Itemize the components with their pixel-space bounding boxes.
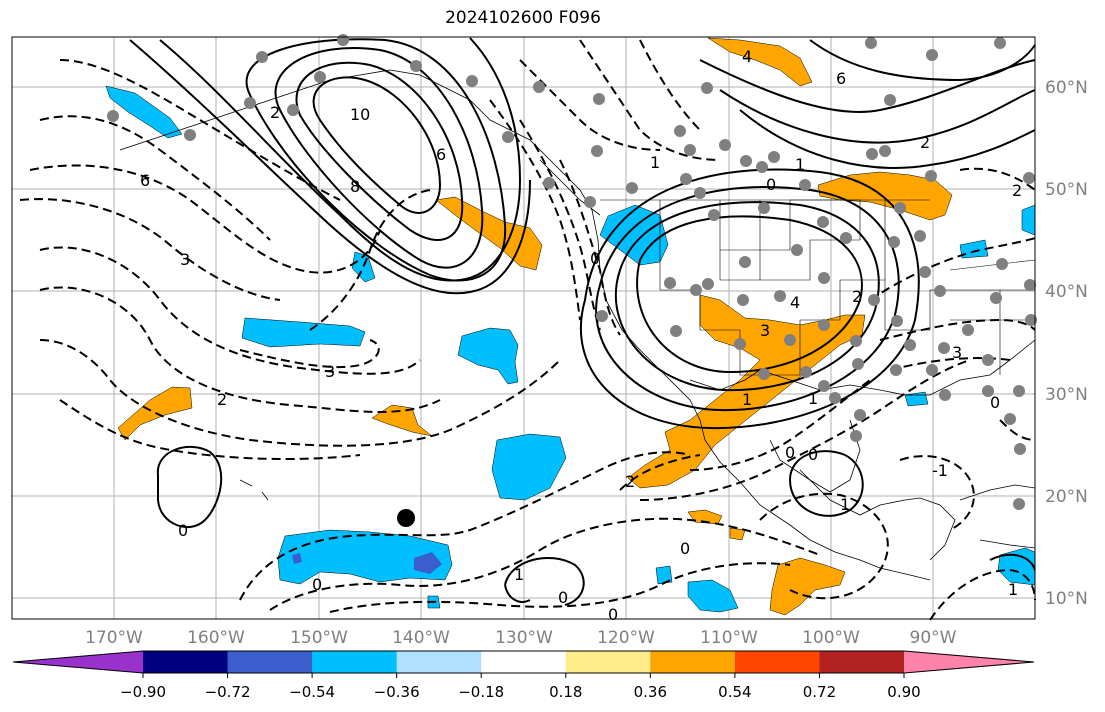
contour-label: 0 [178, 521, 188, 540]
colorbar-segment [650, 651, 736, 673]
contour-label: 6 [436, 145, 446, 164]
map-frame [11, 36, 1036, 620]
strong-negative-shading [292, 552, 442, 574]
contour-label: 3 [760, 321, 770, 340]
contour-label: 0 [808, 445, 818, 464]
colorbar-segment [734, 651, 820, 673]
colorbar-segment [143, 651, 229, 673]
colorbar-segment [565, 651, 651, 673]
contour-label: 8 [350, 177, 360, 196]
colorbar-tick-label: −0.72 [205, 683, 251, 701]
contour-labels: 10 8 6 6 3 3 2 2 0 1 0 4 6 2 1 0 2 4 3 1… [140, 47, 1022, 624]
contour-label: 4 [790, 293, 800, 312]
colorbar-tick-label: −0.54 [289, 683, 335, 701]
contour-label: 6 [140, 171, 150, 190]
colorbar-segment [396, 651, 482, 673]
colorbar-segment [481, 651, 567, 673]
contour-label: 0 [785, 443, 795, 462]
contour-label: 0 [312, 575, 322, 594]
contour-label: 2 [217, 390, 227, 409]
colorbar-segment [227, 651, 313, 673]
contour-label: 0 [990, 393, 1000, 412]
lon-label: 90°W [910, 628, 957, 648]
contour-label: 2 [625, 472, 635, 491]
colorbar-tick-label: −0.36 [374, 683, 420, 701]
lon-label: 160°W [187, 628, 245, 648]
lat-label: 30°N [1045, 385, 1088, 405]
positive-contours [129, 37, 1036, 606]
contour-label: 0 [680, 539, 690, 558]
contour-label: 1 [650, 153, 660, 172]
contour-label: 1 [808, 389, 818, 408]
colorbar [12, 650, 1035, 674]
lon-label: 140°W [392, 628, 450, 648]
colorbar-segment [312, 651, 398, 673]
lat-label: 10°N [1045, 589, 1088, 609]
colorbar-tick-label: 0.36 [634, 683, 667, 701]
contour-label: -1 [932, 461, 948, 480]
colorbar-tick-label: −0.90 [120, 683, 166, 701]
contour-label: 1 [795, 155, 805, 174]
contour-label: 0 [590, 249, 600, 268]
colorbar-tick-label: 0.90 [887, 683, 920, 701]
longitude-labels: 170°W 160°W 150°W 140°W 130°W 120°W 110°… [85, 628, 957, 648]
colorbar-tick-label: 0.54 [718, 683, 751, 701]
contour-label: 0 [766, 175, 776, 194]
contour-label: 3 [180, 250, 190, 269]
lon-label: 170°W [85, 628, 143, 648]
contour-label: 2 [1012, 181, 1022, 200]
contour-label: 3 [952, 343, 962, 362]
colorbar-tick-label: 0.18 [549, 683, 582, 701]
lon-label: 150°W [290, 628, 348, 648]
contour-label: 0 [608, 605, 618, 624]
colorbar-tick-label: −0.18 [458, 683, 504, 701]
contour-label: 6 [836, 69, 846, 88]
state-borders [600, 199, 1036, 376]
lat-label: 60°N [1045, 78, 1088, 98]
colorbar-extend-max [904, 651, 1034, 673]
contour-label: 10 [350, 105, 370, 124]
contour-label: 1 [742, 390, 752, 409]
colorbar-tick-label: 0.72 [803, 683, 836, 701]
station-markers [107, 34, 1037, 510]
lat-label: 40°N [1045, 282, 1088, 302]
map-title: 2024102600 F096 [445, 8, 601, 28]
negative-contours [19, 39, 1036, 621]
contour-label: 1 [840, 495, 850, 514]
latitude-labels: 60°N 50°N 40°N 30°N 20°N 10°N [1045, 78, 1088, 609]
lon-label: 100°W [802, 628, 860, 648]
contour-label: 0 [558, 588, 568, 607]
colorbar-extend-min [13, 651, 143, 673]
lon-label: 110°W [700, 628, 758, 648]
contour-label: 3 [325, 362, 335, 381]
contour-label: 1 [1008, 580, 1018, 599]
negative-shading [105, 85, 1036, 613]
positive-shading [117, 37, 953, 616]
contour-label: 4 [742, 47, 752, 66]
lon-label: 120°W [597, 628, 655, 648]
colorbar-segment [819, 651, 905, 673]
storm-center-marker [397, 509, 415, 527]
lat-label: 20°N [1045, 487, 1088, 507]
lat-label: 50°N [1045, 180, 1088, 200]
contour-label: 2 [920, 133, 930, 152]
contour-label: 2 [852, 287, 862, 306]
colorbar-labels: −0.90 −0.72 −0.54 −0.36 −0.18 0.18 0.36 0.54 0.7… [120, 673, 921, 701]
lon-label: 130°W [495, 628, 553, 648]
contour-label: 1 [514, 565, 524, 584]
contour-label: 2 [270, 103, 280, 122]
